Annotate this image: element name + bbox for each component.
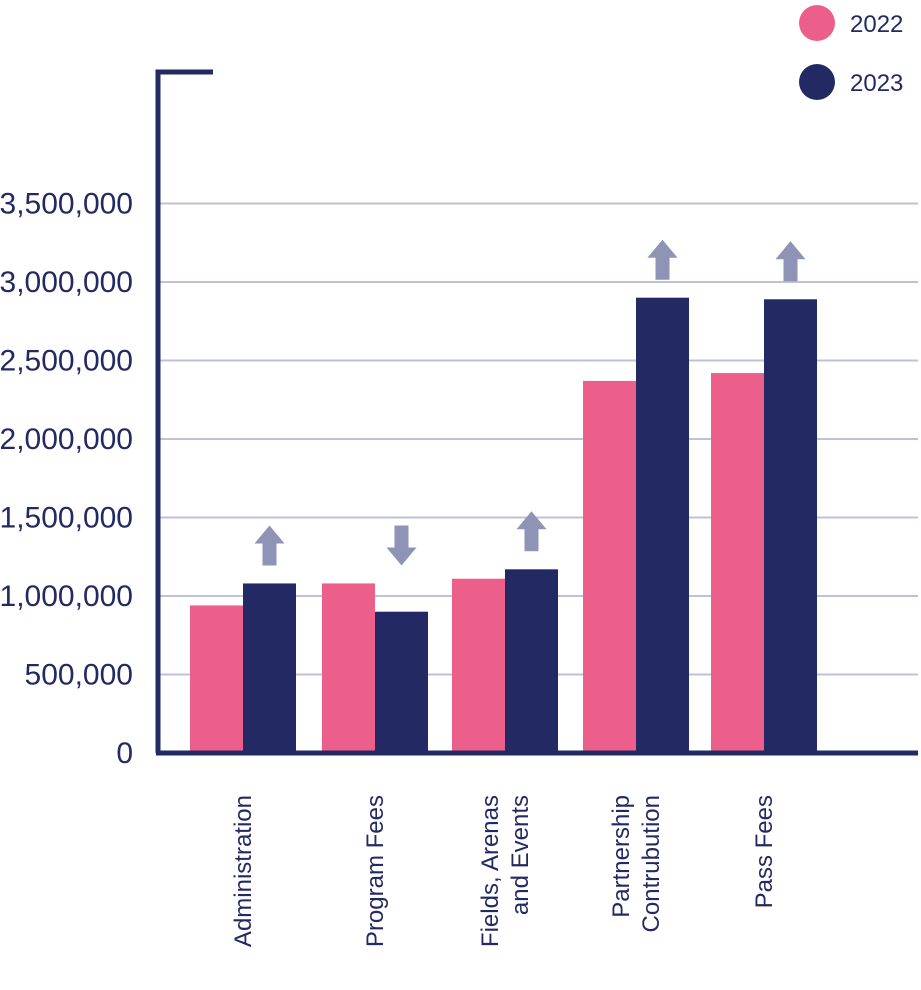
category-label: Partnership Contrubution [608,795,665,932]
category-label-line: Program Fees [362,795,389,947]
arrow-down-icon [386,525,417,566]
category-label: Pass Fees [751,795,778,908]
y-tick-label: 1,500,000 [0,502,133,535]
axes [155,69,918,756]
category-label-line: Administration [230,795,257,947]
arrow-up-icon [254,525,285,566]
y-axis-line [155,69,213,753]
y-tick-label: 2,500,000 [0,345,133,378]
y-axis-tick-labels: 0 500,000 1,000,000 1,500,000 2,000,000 2,500… [0,188,133,771]
category-label-line: Pass Fees [751,795,778,908]
category-labels: Administration Program Fees Fields, Arenas… [230,795,778,947]
legend-item-2022: 2022 [799,5,903,41]
category-label-line: and Events [507,795,534,915]
y-tick-label: 2,000,000 [0,423,133,456]
category-label-line: Fields, Arenas [477,795,504,947]
bar-2023 [243,583,296,753]
y-tick-label: 3,000,000 [0,266,133,299]
bar-2023 [505,569,558,753]
y-tick-label: 500,000 [25,659,133,692]
arrow-up-icon [647,239,678,280]
arrow-up-icon [516,511,547,552]
bar-2023 [375,611,428,753]
category-label: Fields, Arenas and Events [477,795,534,947]
legend-label: 2023 [850,70,903,97]
category-label: Administration [230,795,257,947]
bar-2023 [636,297,689,753]
bar-2022 [322,583,375,753]
bar-2022 [452,578,505,753]
legend-swatch [799,64,835,100]
y-tick-label: 0 [116,737,133,770]
category-label-line: Partnership [608,795,635,918]
bar-2022 [583,380,636,753]
bar-2022 [190,605,243,753]
legend-label: 2022 [850,11,903,38]
bar-2022 [711,373,764,753]
legend: 2022 2023 [799,5,903,100]
category-label: Program Fees [362,795,389,947]
arrow-up-icon [775,241,806,282]
bars [190,297,817,753]
y-tick-label: 3,500,000 [0,188,133,221]
category-label-line: Contrubution [638,795,665,932]
change-arrows [254,239,806,566]
legend-item-2023: 2023 [799,64,903,100]
bar-2023 [764,299,817,753]
legend-swatch [799,5,835,41]
y-tick-label: 1,000,000 [0,580,133,613]
